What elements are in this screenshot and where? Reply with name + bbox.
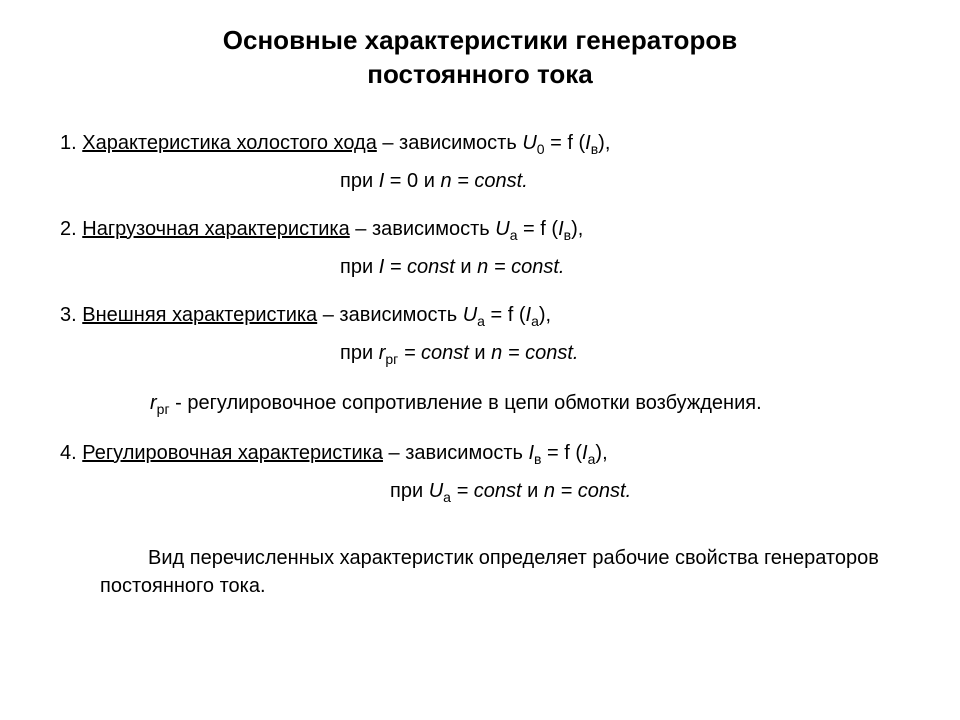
cond-sep: и [418,170,440,192]
formula-eq: = f ( [518,218,559,240]
cond-b-val: = const. [502,342,578,364]
formula-rhs-sub: в [564,227,571,243]
cond-pre: при [390,480,429,502]
condition-3: при rрг = const и n = const. [340,338,900,370]
cond-sep: и [522,480,544,502]
item-number: 1. [60,132,82,154]
formula-lhs: U [522,132,536,154]
formula-lhs-sub: а [477,313,485,329]
item-number: 4. [60,442,82,464]
cond-b: n [544,480,555,502]
conclusion: Вид перечисленных характеристик определя… [100,544,900,600]
characteristic-4: 4. Регулировочная характеристика – завис… [60,438,900,470]
cond-pre: при [340,170,379,192]
note-text: - регулировочное сопротивление в цепи об… [170,392,762,414]
item-name: Внешняя характеристика [82,304,317,326]
cond-b-val: = const. [452,170,528,192]
item-mid: – зависимость [377,132,523,154]
cond-b-val: = const. [555,480,631,502]
cond-a: U [429,480,443,502]
item-number: 2. [60,218,82,240]
cond-b: n [491,342,502,364]
characteristic-2: 2. Нагрузочная характеристика – зависимо… [60,214,900,246]
item-mid: – зависимость [317,304,463,326]
condition-4: при Uа = const и n = const. [390,476,900,508]
item-mid: – зависимость [383,442,529,464]
characteristic-3: 3. Внешняя характеристика – зависимость … [60,300,900,332]
cond-b: n [477,256,488,278]
cond-a-sub: рг [385,351,398,367]
cond-pre: при [340,256,379,278]
formula-close: ), [595,442,607,464]
cond-sep: и [455,256,477,278]
item-name: Регулировочная характеристика [82,442,383,464]
formula-lhs-sub: 0 [537,141,545,157]
formula-eq: = f ( [545,132,586,154]
note-symbol: r [150,392,157,414]
note-rpg: rрг - регулировочное сопротивление в цеп… [150,388,900,420]
cond-a-sub: а [443,489,451,505]
formula-close: ), [598,132,610,154]
title-line-1: Основные характеристики генераторов [223,25,737,55]
item-name: Нагрузочная характеристика [82,218,349,240]
title-line-2: постоянного тока [367,59,592,89]
cond-a-val: = const [451,480,522,502]
characteristic-1: 1. Характеристика холостого хода – завис… [60,128,900,160]
cond-b-val: = const. [488,256,564,278]
note-symbol-sub: рг [157,401,170,417]
cond-a-val: = 0 [384,170,418,192]
item-name: Характеристика холостого хода [82,132,377,154]
cond-b: n [440,170,451,192]
condition-2: при I = const и n = const. [340,252,900,282]
formula-close: ), [539,304,551,326]
cond-sep: и [469,342,491,364]
formula-close: ), [571,218,583,240]
formula-lhs-sub: а [510,227,518,243]
formula-rhs-sub: а [531,313,539,329]
formula-lhs: U [463,304,477,326]
item-number: 3. [60,304,82,326]
cond-a-val: = const [398,342,469,364]
condition-1: при I = 0 и n = const. [340,166,900,196]
cond-pre: при [340,342,379,364]
page-title: Основные характеристики генераторов пост… [60,24,900,92]
cond-a-val: = const [384,256,455,278]
formula-lhs: U [495,218,509,240]
formula-eq: = f ( [485,304,526,326]
formula-eq: = f ( [541,442,582,464]
item-mid: – зависимость [350,218,496,240]
